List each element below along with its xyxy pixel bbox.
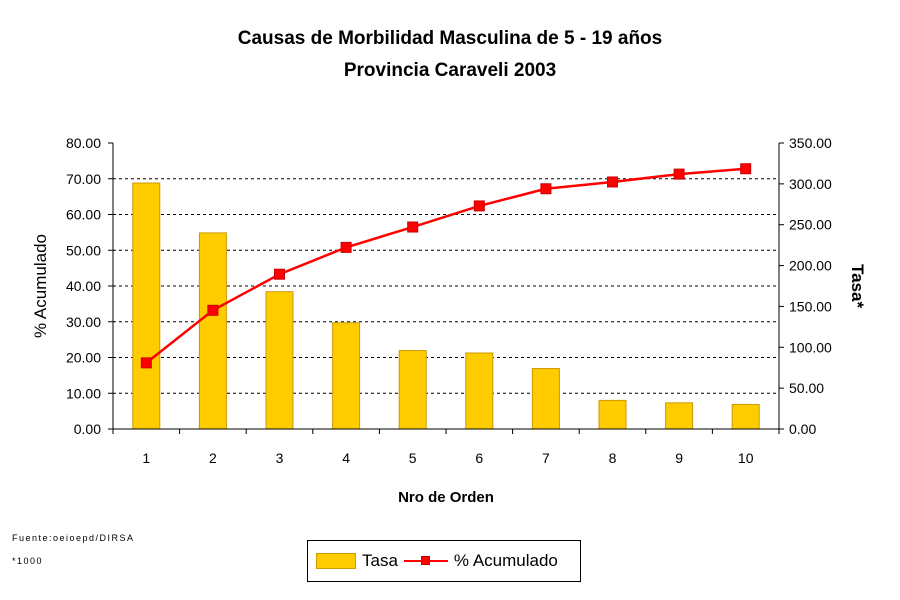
x-tick-label: 4 — [342, 450, 350, 466]
y-right-tick-label: 200.00 — [789, 258, 832, 274]
y-left-tick-label: 30.00 — [66, 314, 101, 330]
y-right-tick-label: 350.00 — [789, 135, 832, 151]
bar — [598, 399, 627, 430]
bar — [531, 368, 560, 430]
x-tick-label: 10 — [738, 450, 754, 466]
y-left-tick-label: 70.00 — [66, 171, 101, 187]
line-marker — [473, 200, 485, 212]
x-tick-label: 6 — [475, 450, 483, 466]
y-left-tick-label: 50.00 — [66, 242, 101, 258]
y-left-tick-label: 40.00 — [66, 278, 101, 294]
bar — [332, 322, 361, 430]
footnote: *1000 — [12, 556, 44, 566]
x-tick-label: 1 — [142, 450, 150, 466]
x-tick-label: 8 — [609, 450, 617, 466]
bar — [465, 352, 494, 430]
bar — [665, 402, 694, 430]
y-right-tick-label: 50.00 — [789, 380, 824, 396]
legend-line-swatch — [403, 554, 448, 568]
x-tick-label: 3 — [276, 450, 284, 466]
legend: Tasa % Acumulado — [307, 540, 581, 582]
y-left-tick-label: 80.00 — [66, 135, 101, 151]
line-marker — [140, 357, 152, 369]
chart-subtitle: Provincia Caraveli 2003 — [343, 60, 557, 81]
legend-bar-swatch — [316, 553, 356, 569]
y-right-tick-label: 100.00 — [789, 339, 832, 355]
legend-bar-label: Tasa — [362, 551, 398, 570]
bar — [731, 403, 760, 430]
bar — [132, 182, 161, 430]
line-marker — [207, 304, 219, 316]
y-right-tick-label: 250.00 — [789, 217, 832, 233]
bar — [265, 291, 294, 430]
line-marker — [340, 241, 352, 253]
cumulative-line — [145, 167, 746, 364]
chart-title: Causas de Morbilidad Masculina de 5 - 19… — [237, 28, 663, 49]
line-marker — [540, 183, 552, 195]
legend-line-label: % Acumulado — [453, 551, 558, 570]
x-tick-label: 9 — [675, 450, 683, 466]
line-marker — [607, 176, 618, 188]
source-note: Fuente:oeioepd/DIRSA — [12, 533, 135, 543]
y-left-axis-title: % Acumulado — [31, 234, 50, 338]
bar — [398, 350, 427, 430]
x-axis-title: Nro de Orden — [398, 489, 494, 506]
line-marker — [740, 163, 752, 175]
y-right-axis-title: Tasa* — [848, 264, 867, 308]
y-right-tick-label: 300.00 — [789, 176, 832, 192]
line-marker — [274, 268, 285, 280]
y-left-tick-label: 60.00 — [66, 207, 101, 223]
y-right-tick-label: 150.00 — [789, 298, 832, 314]
x-tick-label: 2 — [209, 450, 217, 466]
x-tick-label: 7 — [542, 450, 550, 466]
x-tick-label: 5 — [409, 450, 417, 466]
y-left-tick-label: 10.00 — [66, 385, 101, 401]
line-marker — [407, 221, 419, 233]
bar — [198, 232, 227, 430]
line-marker — [673, 168, 685, 180]
y-right-tick-label: 0.00 — [789, 421, 816, 437]
y-left-tick-label: 20.00 — [66, 350, 101, 366]
y-left-tick-label: 0.00 — [74, 421, 101, 437]
